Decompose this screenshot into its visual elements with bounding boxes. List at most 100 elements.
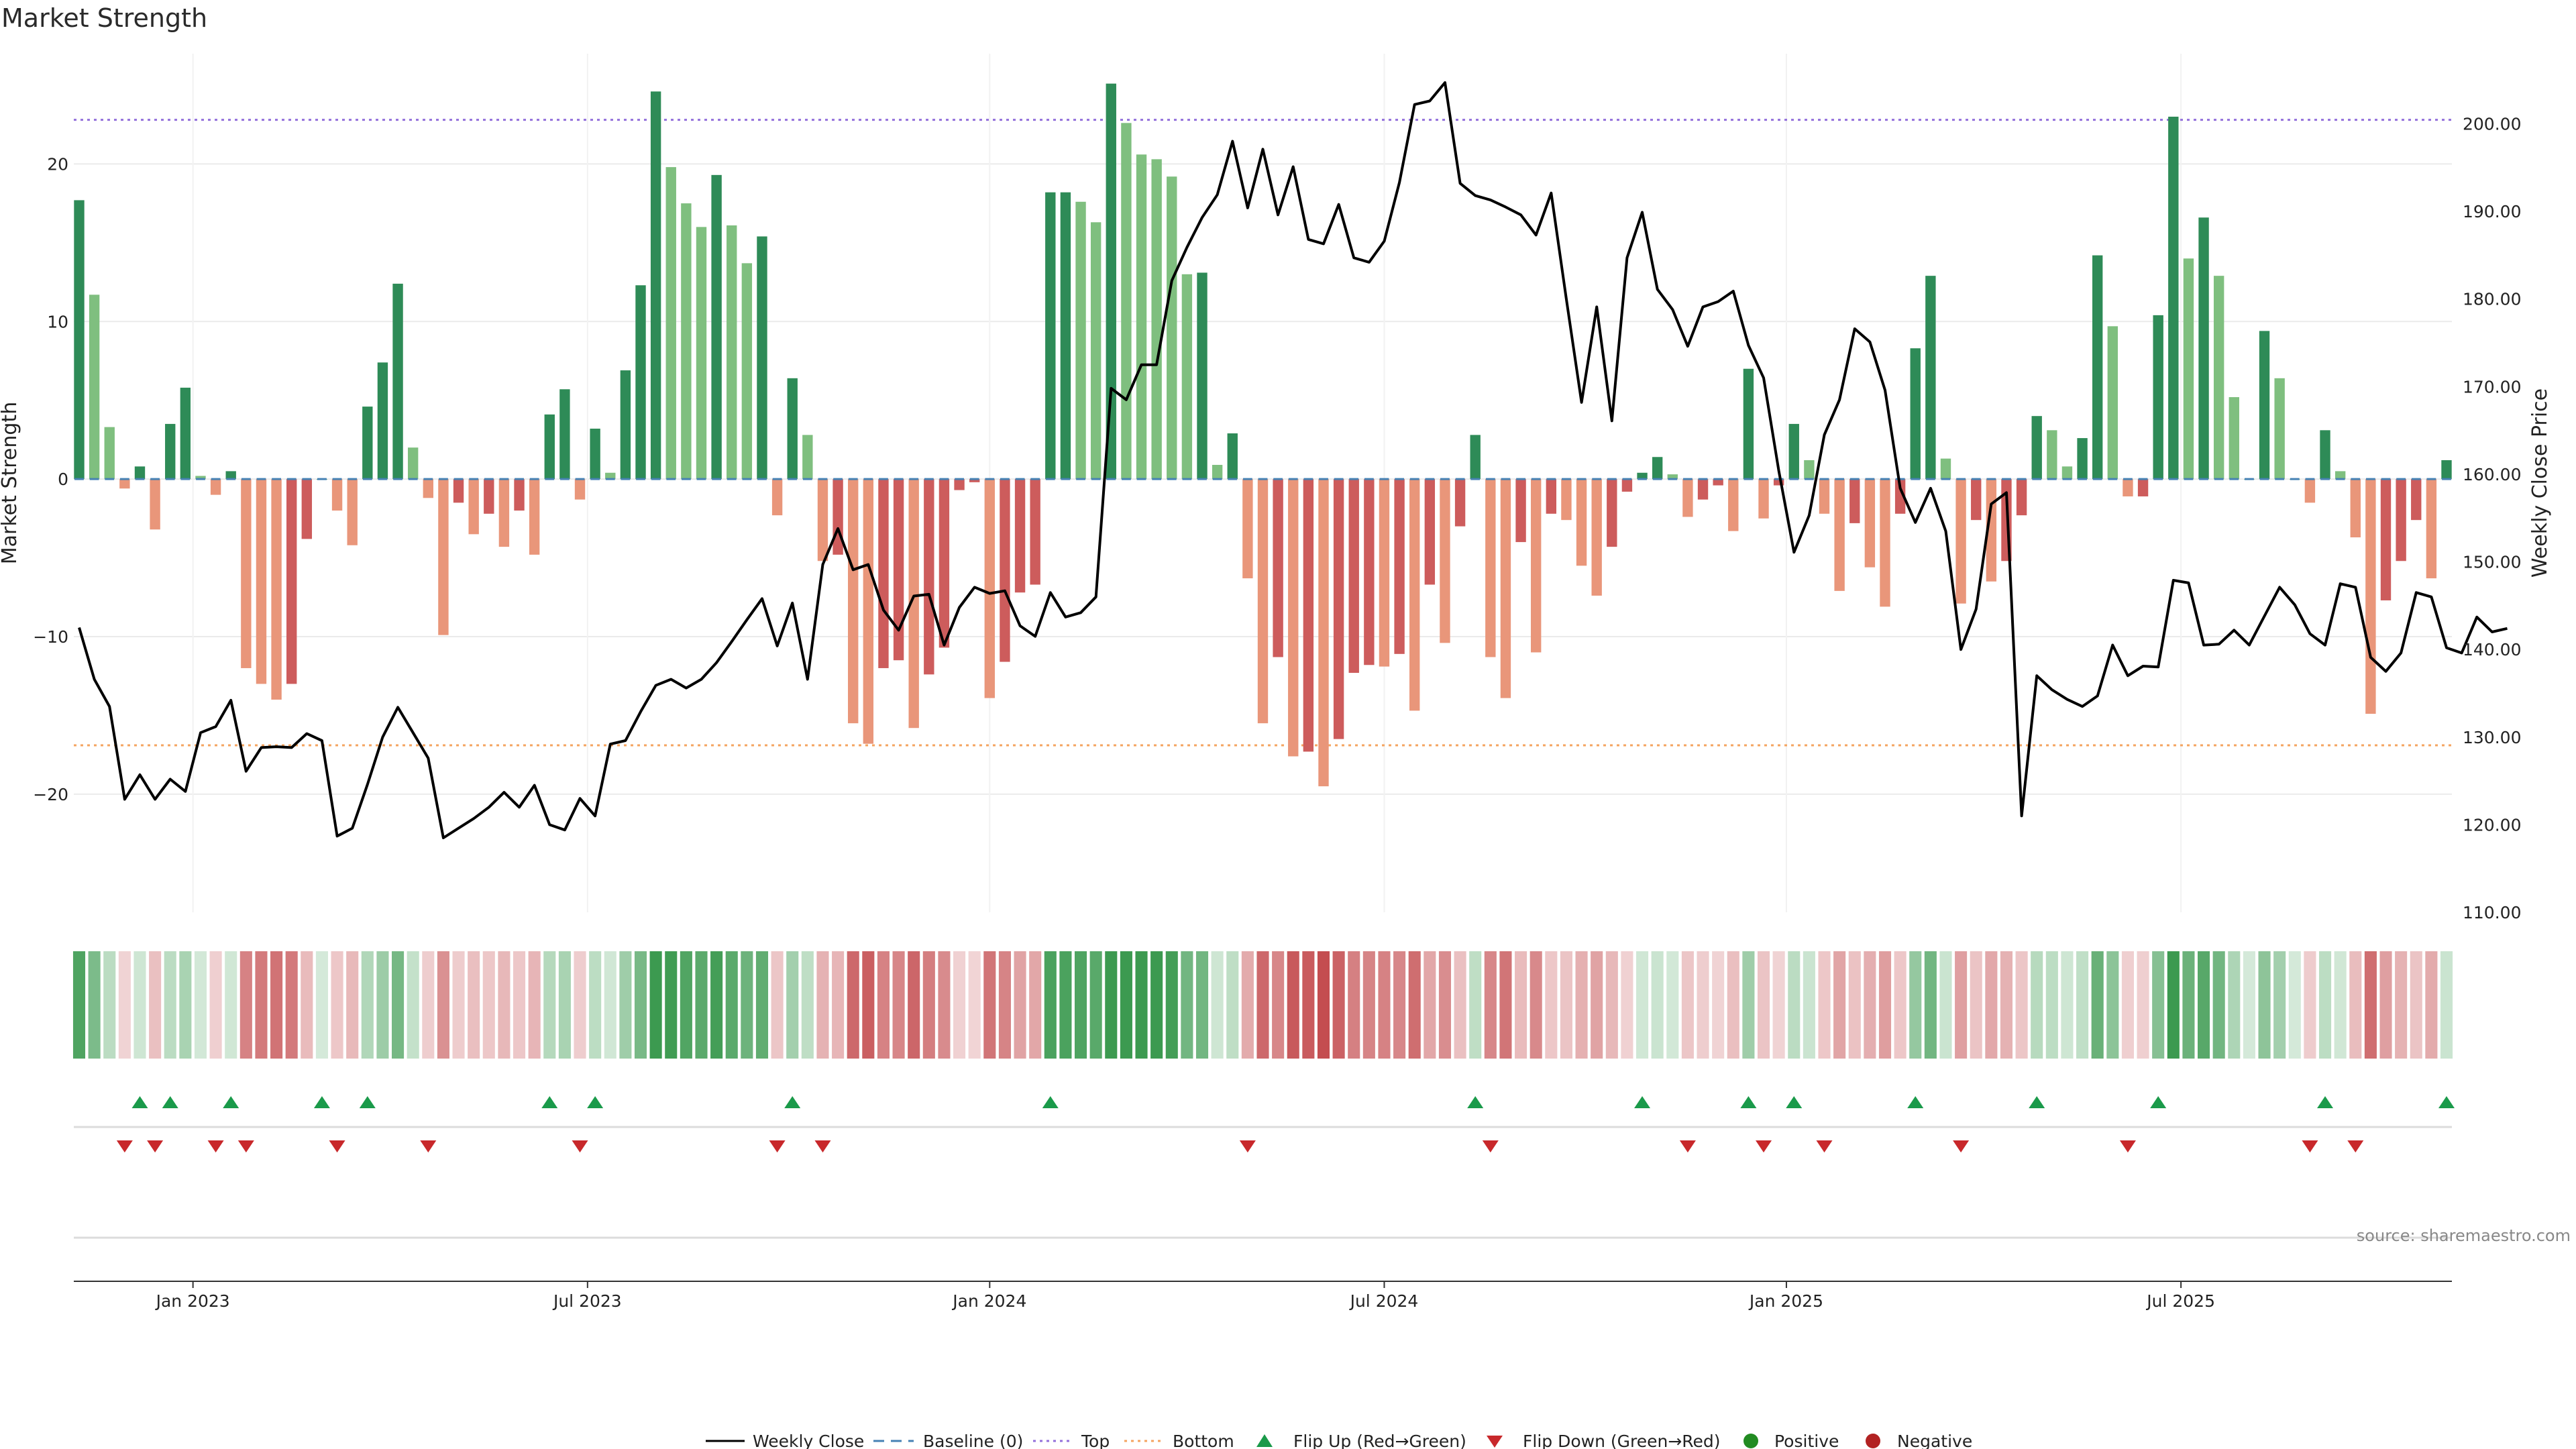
heat-cell [2121,951,2134,1059]
heat-cell [1605,951,1618,1059]
y2-tick-label: 190.00 [2463,202,2521,221]
heat-cell [1165,951,1178,1059]
x-tick-label: Jan 2024 [951,1291,1026,1311]
heat-cell [270,951,283,1059]
flip-up-marker [1467,1096,1484,1108]
heat-cell [2318,951,2332,1059]
heat-cell [361,951,374,1059]
heat-cell [938,951,951,1059]
heat-cell [2106,951,2119,1059]
strength-bar [1728,479,1739,531]
strength-bar [863,479,874,744]
strength-bar [1470,435,1481,480]
flip-down-marker [572,1140,588,1152]
heat-cell [755,951,769,1059]
heat-cell [968,951,981,1059]
strength-bar [1621,479,1633,492]
strength-bar [2107,326,2118,480]
heat-cell [1697,951,1709,1059]
strength-bar [1894,479,1906,514]
strength-bar [1531,479,1542,653]
heat-cell [1727,951,1739,1059]
strength-bar [544,414,555,480]
strength-bar [711,174,722,480]
y2-axis-label: Weekly Close Price [2528,388,2552,578]
x-tick-label: Jul 2023 [552,1291,622,1311]
flip-up-marker [784,1096,801,1108]
heat-cell [88,951,101,1059]
heat-cell [2288,951,2301,1059]
y-tick-label: 10 [47,312,68,331]
legend-label: Bottom [1173,1432,1234,1449]
heat-cell [892,951,905,1059]
heat-cell [589,951,602,1059]
heat-cell [1878,951,1892,1059]
strength-bar [2213,276,2224,480]
flip-up-marker [2029,1096,2045,1108]
heat-cell [346,951,359,1059]
heat-cell [741,951,753,1059]
flip-down-marker [2302,1140,2318,1152]
strength-bar [1409,479,1420,711]
y2-tick-label: 180.00 [2463,290,2521,309]
heat-cell [2091,951,2104,1059]
legend-label: Weekly Close [753,1432,864,1449]
strength-bar [2411,479,2422,521]
legend-label: Top [1081,1432,1110,1449]
strength-bar [938,479,950,648]
strength-bar [1910,348,1921,480]
strength-bars [74,83,2452,787]
strength-bar [574,479,586,500]
strength-bar [635,285,646,480]
strength-bar [1773,479,1784,486]
heat-cell [832,951,845,1059]
strength-bar [2061,466,2073,480]
strength-bar [1955,479,1966,604]
strength-bar [195,476,206,480]
strength-bar [1379,479,1390,667]
heat-cell [1515,951,1527,1059]
heat-cell [1712,951,1725,1059]
strength-bar [256,479,267,684]
heat-cell [118,951,131,1059]
strength-heat-strip [72,951,2453,1059]
strength-bar [984,479,995,698]
strength-bar [74,200,85,480]
strength-bar [665,167,676,480]
strength-bar [1167,176,1177,480]
heat-cell [604,951,616,1059]
heat-cell [1211,951,1224,1059]
strength-bar [817,479,828,561]
strength-bar [2334,471,2346,480]
strength-bar [2320,430,2330,480]
strength-bar [1485,479,1496,657]
strength-bar [2168,116,2179,480]
heat-cell [771,951,784,1059]
legend-label: Positive [1774,1432,1839,1449]
strength-bar [2274,378,2285,480]
strength-bar [1242,479,1253,579]
strength-bar [347,479,358,545]
heat-cell [2076,951,2089,1059]
heat-cell [1484,951,1497,1059]
heat-cell [1195,951,1209,1059]
heat-cell [801,951,814,1059]
chart-title: Market Strength [1,3,207,33]
heat-cell [1302,951,1315,1059]
heat-cell [1681,951,1694,1059]
heat-cell [1348,951,1360,1059]
flip-down-marker [329,1140,345,1152]
flip-down-marker [420,1140,437,1152]
strength-bar [2198,217,2209,480]
flip-up-marker [359,1096,376,1108]
heat-cell [407,951,419,1059]
flip-down-marker [1482,1140,1499,1152]
heat-cell [2334,951,2347,1059]
strength-bar [1819,479,1830,514]
heat-cell [908,951,920,1059]
strength-bar [1576,479,1587,566]
heat-cell [1666,951,1679,1059]
flip-down-marker [1239,1140,1256,1152]
heat-cell [2000,951,2013,1059]
